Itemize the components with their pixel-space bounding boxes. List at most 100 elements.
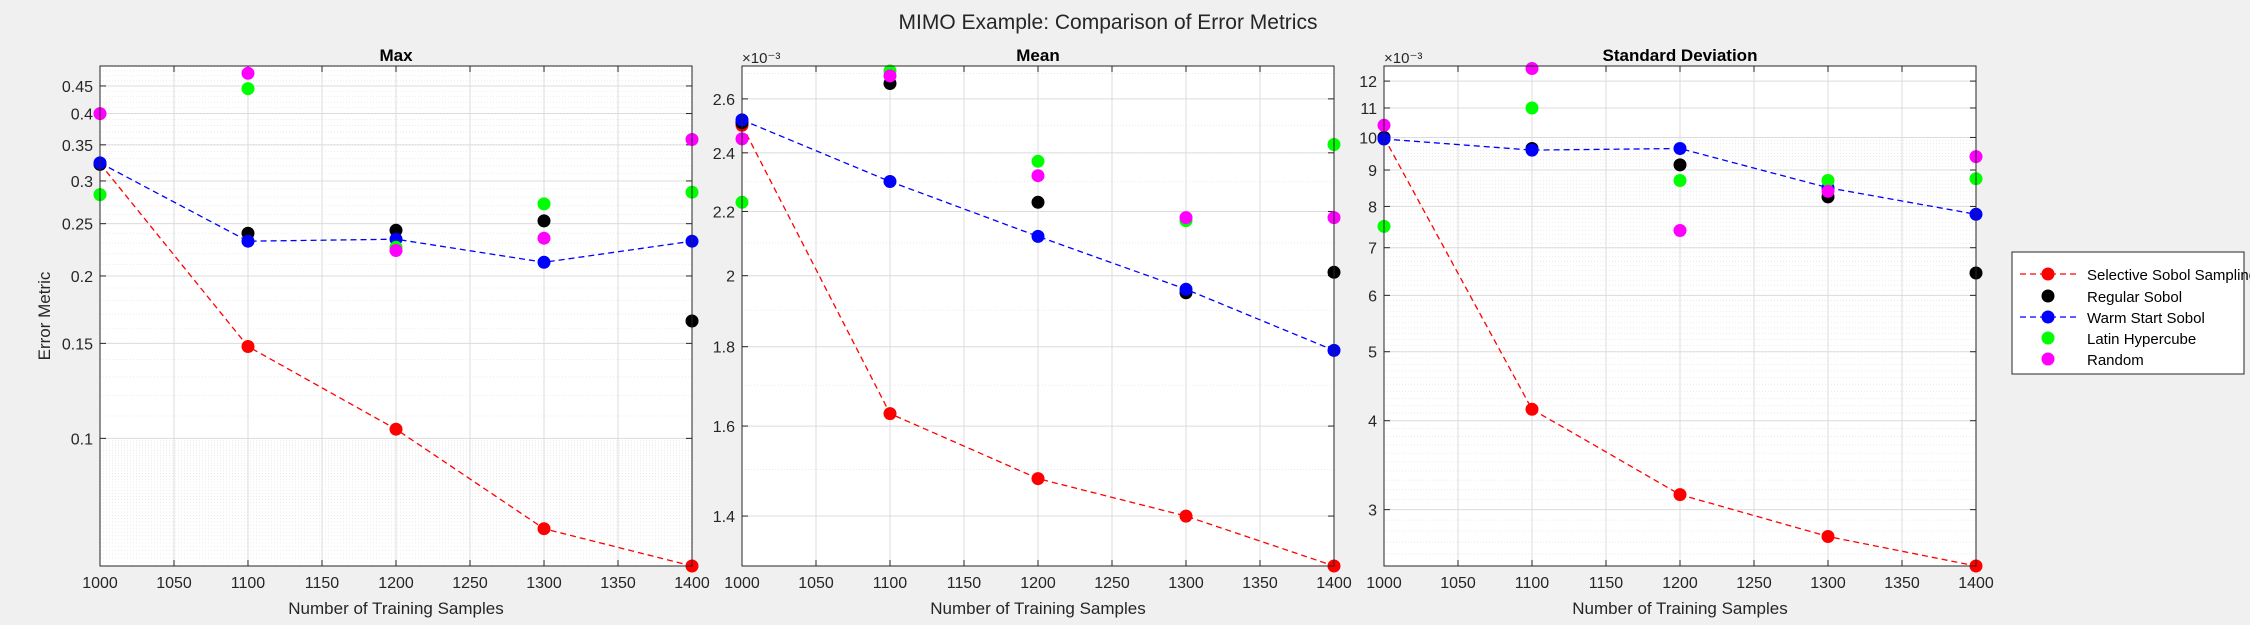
- data-point: [1673, 158, 1687, 172]
- legend-item-selective-sobol: Selective Sobol Sampling: [2020, 267, 2250, 284]
- legend-swatch-marker: [2041, 267, 2055, 281]
- data-point: [1821, 174, 1835, 187]
- axes-title: Max: [379, 46, 413, 65]
- axes-box: [741, 65, 1335, 567]
- axes-box: [1383, 65, 1977, 567]
- x-tick-label: 1150: [947, 575, 982, 592]
- legend-item-warm-start-sobol: Warm Start Sobol: [2020, 310, 2205, 327]
- y-tick-label: 3: [1368, 503, 1377, 520]
- y-tick-label: 4: [1368, 414, 1377, 431]
- x-tick-label: 1150: [305, 575, 340, 592]
- axes-mean: Mean Number of Training Samples ×10⁻³ 1.…: [713, 46, 1352, 618]
- x-axis-label: Number of Training Samples: [288, 599, 503, 618]
- data-point: [1673, 488, 1687, 502]
- x-tick-label: 1100: [231, 575, 266, 592]
- x-tick-label: 1000: [82, 575, 118, 592]
- y-tick-label: 0.2: [71, 269, 93, 286]
- data-point: [389, 244, 403, 257]
- legend-swatch-marker: [2041, 331, 2055, 345]
- data-point: [1031, 472, 1045, 486]
- data-point: [1179, 509, 1193, 523]
- x-tick-label: 1200: [378, 575, 414, 592]
- data-point: [537, 197, 551, 211]
- data-point: [1031, 229, 1045, 243]
- series-random: [735, 69, 1341, 225]
- y-tick-label: 5: [1368, 345, 1377, 362]
- y-tick-label: 11: [1360, 101, 1377, 118]
- y-tick-label: 2.4: [713, 146, 735, 163]
- data-point: [1031, 169, 1045, 183]
- data-point: [241, 234, 255, 248]
- x-tick-label: 1350: [1884, 575, 1920, 592]
- x-tick-label: 1300: [1810, 575, 1846, 592]
- x-tick-label: 1400: [1316, 575, 1352, 592]
- y-tick-label: 0.3: [71, 174, 93, 191]
- x-tick-label: 1200: [1020, 575, 1056, 592]
- legend-label: Warm Start Sobol: [2087, 310, 2205, 327]
- y-tick-label: 0.15: [62, 336, 93, 353]
- data-point: [1525, 62, 1539, 75]
- x-tick-label: 1400: [674, 575, 710, 592]
- y-tick-label: 2.2: [713, 204, 735, 221]
- data-point: [1031, 154, 1045, 168]
- data-point: [537, 214, 551, 228]
- axes-title: Mean: [1016, 46, 1059, 65]
- data-point: [241, 340, 255, 353]
- x-tick-label: 1200: [1662, 575, 1698, 592]
- axes-max: Max Number of Training Samples Error Met…: [35, 46, 710, 618]
- axes-box: [99, 65, 693, 567]
- y-tick-label: 8: [1368, 199, 1377, 216]
- data-point: [1821, 184, 1835, 198]
- x-tick-label: 1300: [1168, 575, 1204, 592]
- x-tick-label: 1300: [526, 575, 562, 592]
- x-tick-label: 1000: [1366, 575, 1402, 592]
- x-tick-label: 1350: [600, 575, 636, 592]
- x-tick-label: 1400: [1958, 575, 1994, 592]
- legend-label: Selective Sobol Sampling: [2087, 267, 2250, 284]
- data-point: [1525, 402, 1539, 416]
- data-point: [1179, 211, 1193, 225]
- data-point: [389, 223, 403, 237]
- data-point: [1525, 101, 1539, 115]
- y-axis-label: Error Metric: [35, 271, 54, 360]
- axes-standard-deviation: Standard Deviation Number of Training Sa…: [1359, 46, 1994, 618]
- y-tick-label: 10: [1359, 130, 1377, 147]
- y-tick-label: 1.8: [713, 340, 735, 357]
- data-point: [537, 522, 551, 536]
- y-tick-label: 0.45: [62, 79, 93, 96]
- y-tick-label: 12: [1359, 74, 1377, 91]
- data-point: [1179, 282, 1193, 296]
- data-point: [1673, 174, 1687, 187]
- x-tick-label: 1000: [724, 575, 760, 592]
- x-axis-label: Number of Training Samples: [930, 599, 1145, 618]
- data-point: [1673, 142, 1687, 155]
- x-tick-label: 1050: [1440, 575, 1476, 592]
- series-selective-sobol-sampling: [93, 157, 699, 573]
- y-tick-label: 1.6: [713, 419, 735, 436]
- x-tick-label: 1250: [1094, 575, 1130, 592]
- legend-item-random: Random: [2041, 352, 2144, 369]
- y-tick-label: 2.6: [713, 92, 735, 109]
- x-tick-label: 1250: [452, 575, 488, 592]
- series-warm-start-sobol: [735, 113, 1341, 357]
- data-point: [1031, 195, 1045, 209]
- legend-swatch-marker: [2041, 352, 2055, 366]
- x-tick-label: 1150: [1589, 575, 1624, 592]
- y-tick-label: 2: [726, 269, 735, 286]
- legend-label: Regular Sobol: [2087, 289, 2182, 306]
- axes-title: Standard Deviation: [1603, 46, 1758, 65]
- y-tick-label: 0.1: [71, 431, 93, 448]
- x-tick-label: 1050: [156, 575, 192, 592]
- series-warm-start-sobol: [93, 156, 699, 269]
- data-point: [883, 69, 897, 83]
- x-tick-label: 1250: [1736, 575, 1772, 592]
- data-point: [241, 82, 255, 96]
- exponent-label: ×10⁻³: [1384, 50, 1422, 67]
- y-tick-label: 7: [1368, 241, 1377, 258]
- legend-swatch-marker: [2041, 310, 2055, 324]
- x-tick-label: 1350: [1242, 575, 1278, 592]
- data-point: [1525, 143, 1539, 157]
- data-point: [1821, 530, 1835, 543]
- legend-label: Random: [2087, 352, 2144, 369]
